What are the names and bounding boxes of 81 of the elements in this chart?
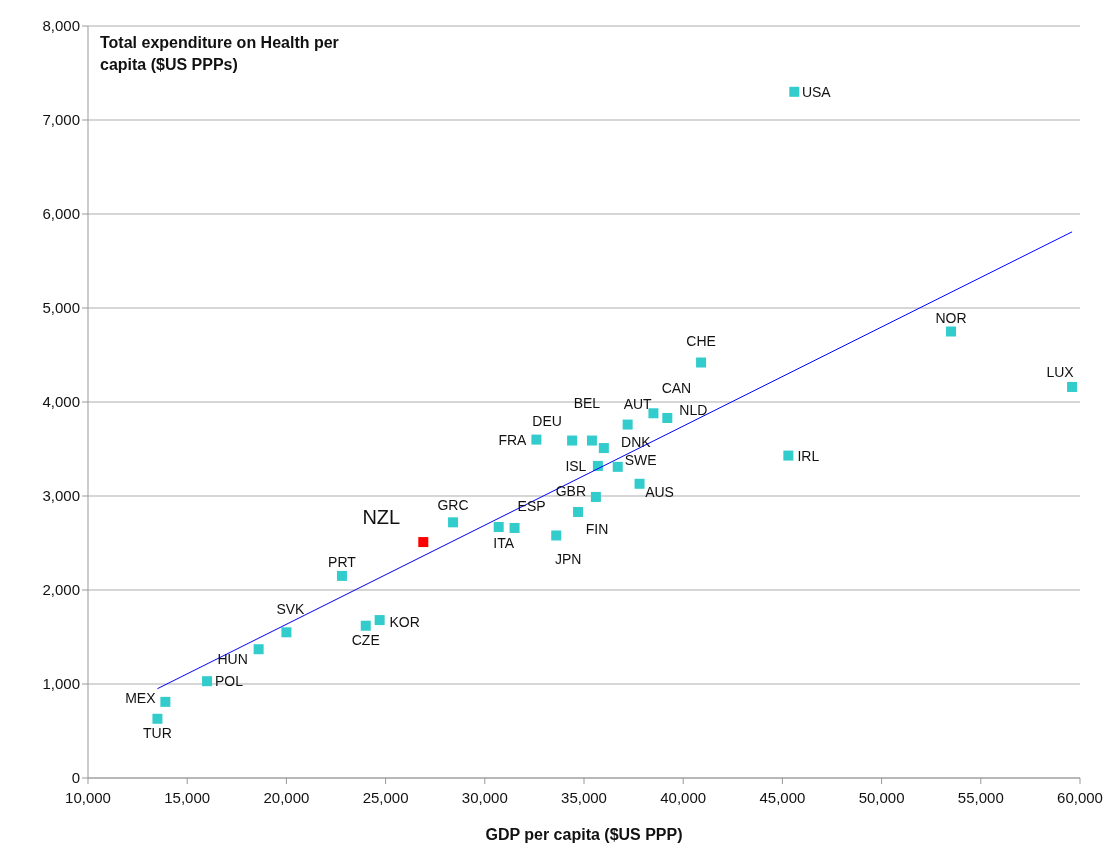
point [662, 412, 673, 423]
annotation: ITA [493, 535, 515, 552]
annotation: ESP [517, 497, 546, 514]
annotation: BEL [573, 394, 601, 411]
point [531, 434, 542, 445]
annotation: IRL [797, 447, 820, 464]
annotation: CHE [686, 332, 716, 349]
x-axis-title: GDP per capita ($US PPP) [484, 826, 684, 844]
y-tick-label: 7,000 [42, 111, 80, 129]
annotation: AUT [623, 395, 653, 412]
annotation: NOR [935, 309, 967, 326]
point [946, 326, 957, 337]
x-tick-label: 20,000 [263, 788, 310, 806]
point [783, 450, 794, 461]
y-tick-label: 1,000 [42, 675, 80, 693]
x-tick-label: 45,000 [759, 788, 806, 806]
y-tick-label: 2,000 [42, 581, 80, 599]
y-tick-label: 0 [71, 769, 80, 787]
x-tick-label: 15,000 [164, 788, 211, 806]
x-tick-label: 60,000 [1057, 788, 1103, 806]
point [418, 537, 429, 548]
point [202, 676, 213, 687]
annotation: HUN [217, 651, 248, 668]
point [281, 627, 292, 638]
y-axis-title: Total expenditure on Health per capita ($US PPPs) [100, 33, 340, 75]
annotation: POL [215, 673, 244, 690]
annotation: NLD [679, 401, 708, 418]
point [448, 517, 459, 528]
point [789, 86, 800, 97]
point [509, 522, 520, 533]
annotation: PRT [328, 553, 357, 570]
x-tick-label: 25,000 [362, 788, 409, 806]
point [551, 530, 562, 541]
point [586, 435, 597, 446]
y-tick-label: 4,000 [42, 393, 80, 411]
annotation: MEX [125, 689, 157, 706]
annotation: NZL [362, 506, 401, 529]
annotation: ISL [565, 457, 587, 474]
point [493, 522, 504, 533]
x-tick-label: 30,000 [461, 788, 508, 806]
annotation: AUS [645, 483, 674, 500]
x-tick-label: 55,000 [957, 788, 1004, 806]
point [573, 506, 584, 517]
point [152, 713, 163, 724]
annotation: SVK [276, 601, 306, 618]
point [567, 435, 578, 446]
annotation: KOR [389, 614, 420, 631]
point [634, 478, 645, 489]
annotation: CZE [351, 631, 380, 648]
annotation: USA [801, 83, 832, 100]
point [160, 696, 171, 707]
annotation: FRA [498, 431, 528, 448]
point [336, 570, 347, 581]
point [598, 443, 609, 454]
point [360, 620, 371, 631]
annotation: TUR [143, 724, 172, 741]
point [253, 644, 264, 655]
annotation: SWE [624, 451, 657, 468]
annotation: JPN [555, 551, 582, 568]
annotation: FIN [585, 520, 609, 537]
annotation: GBR [555, 482, 587, 499]
annotation: DEU [532, 412, 562, 429]
annotation: LUX [1046, 363, 1075, 380]
y-tick-label: 5,000 [42, 299, 80, 317]
annotation: GRC [437, 497, 469, 514]
point [622, 419, 633, 430]
annotation: DNK [621, 434, 652, 451]
point [696, 357, 707, 368]
point [612, 461, 623, 472]
y-tick-label: 8,000 [42, 17, 80, 35]
point [374, 615, 385, 626]
x-tick-label: 40,000 [660, 788, 707, 806]
x-tick-label: 35,000 [561, 788, 607, 806]
y-tick-label: 3,000 [42, 487, 80, 505]
x-tick-label: 50,000 [858, 788, 905, 806]
y-tick-label: 6,000 [42, 205, 80, 223]
point [648, 408, 659, 419]
point [590, 491, 601, 502]
x-tick-label: 10,000 [65, 788, 111, 806]
annotation: CAN [661, 380, 692, 397]
point [1067, 381, 1078, 392]
